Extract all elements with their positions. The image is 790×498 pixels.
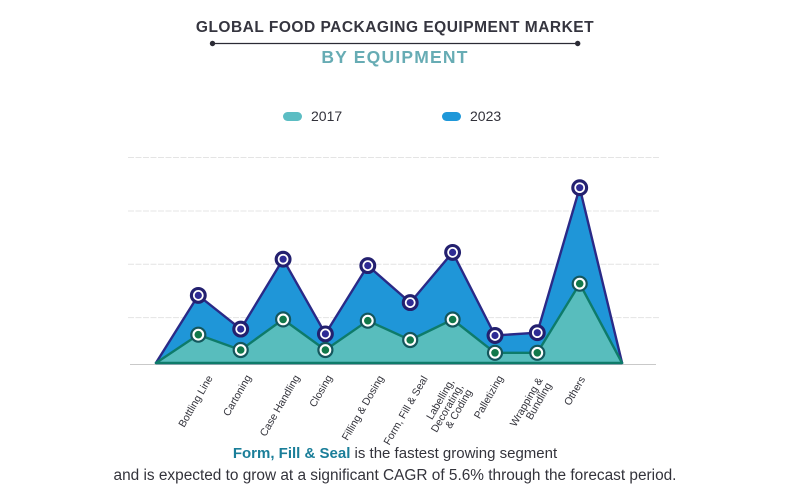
svg-text:Form, Fill & Seal: Form, Fill & Seal	[381, 374, 430, 447]
svg-text:Case Handling: Case Handling	[258, 373, 303, 439]
svg-text:Labelling,Decorating,& Coding: Labelling,Decorating,& Coding	[420, 377, 475, 440]
svg-text:Palletizing: Palletizing	[472, 373, 506, 421]
svg-text:Others: Others	[562, 375, 588, 408]
svg-text:Cartoning: Cartoning	[221, 373, 254, 419]
svg-text:Wrapping &Bundling: Wrapping &Bundling	[508, 375, 555, 434]
svg-text:Filling & Dosing: Filling & Dosing	[340, 373, 387, 442]
svg-text:Closing: Closing	[307, 373, 335, 409]
svg-text:Bottling Line: Bottling Line	[176, 373, 215, 429]
